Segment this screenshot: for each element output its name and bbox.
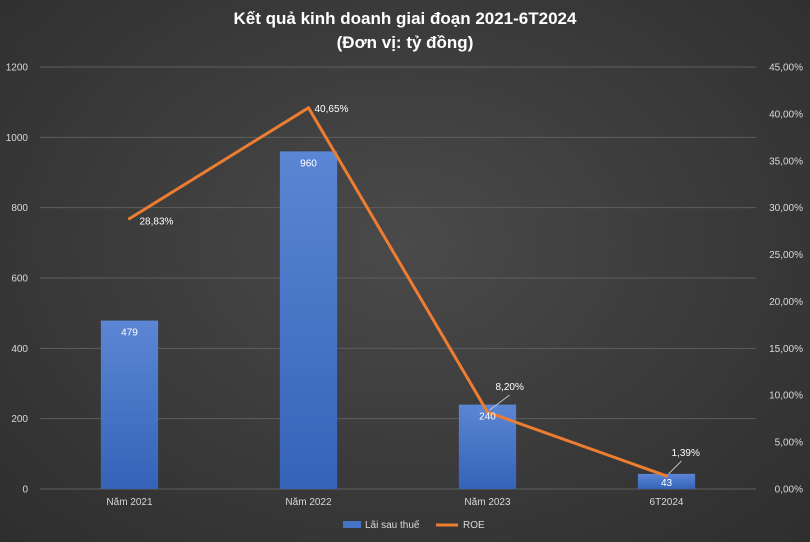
line-series	[128, 106, 668, 478]
legend-label-bar: Lãi sau thuế	[365, 519, 420, 531]
y-right-tick-label: 5,00%	[775, 438, 803, 449]
roe-line	[128, 106, 668, 478]
gridlines	[40, 66, 756, 490]
y-right-tick-label: 10,00%	[769, 391, 803, 402]
x-tick-label: Năm 2021	[106, 497, 153, 508]
data-labels: 479 960 240 43 28,83% 40,65% 8,20% 1,39%	[121, 104, 700, 489]
legend: Lãi sau thuế ROE	[343, 519, 485, 531]
y-axis-left: 0 200 400 600 800 1000 1200	[6, 63, 29, 496]
roe-value-label: 40,65%	[315, 104, 349, 115]
x-tick-label: Năm 2022	[285, 497, 332, 508]
y-left-tick-label: 1000	[6, 133, 29, 144]
roe-point	[307, 106, 310, 110]
y-right-tick-label: 25,00%	[769, 250, 803, 261]
bar-value-label: 43	[661, 478, 673, 489]
chart-title: Kết quả kinh doanh giai đoạn 2021-6T2024	[234, 9, 577, 28]
y-right-tick-label: 35,00%	[769, 156, 803, 167]
bar	[637, 473, 696, 489]
label-leader-line	[489, 394, 510, 411]
y-right-tick-label: 40,00%	[769, 109, 803, 120]
roe-value-label: 8,20%	[496, 382, 524, 393]
y-left-tick-label: 1200	[6, 63, 29, 74]
x-tick-label: Năm 2023	[464, 497, 511, 508]
y-left-tick-label: 200	[11, 414, 28, 425]
y-right-tick-label: 30,00%	[769, 203, 803, 214]
roe-value-label: 1,39%	[672, 448, 700, 459]
roe-point	[665, 474, 668, 478]
bar-series	[100, 151, 696, 489]
x-axis: Năm 2021 Năm 2022 Năm 2023 6T2024	[106, 497, 683, 508]
bar	[100, 320, 159, 489]
chart-subtitle: (Đơn vị: tỷ đồng)	[337, 33, 474, 52]
x-tick-label: 6T2024	[650, 497, 684, 508]
y-right-tick-label: 15,00%	[769, 344, 803, 355]
bar	[279, 151, 338, 489]
y-left-tick-label: 800	[11, 203, 28, 214]
roe-point	[486, 410, 489, 414]
roe-point	[128, 217, 131, 221]
roe-value-label: 28,83%	[140, 217, 174, 228]
y-right-tick-label: 45,00%	[769, 63, 803, 74]
y-right-tick-label: 20,00%	[769, 297, 803, 308]
y-left-tick-label: 0	[22, 485, 28, 496]
bar-value-label: 960	[300, 158, 317, 169]
bar-value-label: 479	[121, 328, 138, 339]
bar-value-label: 240	[479, 412, 496, 423]
legend-swatch-bar	[343, 521, 361, 528]
y-left-tick-label: 400	[11, 344, 28, 355]
label-leader-line	[668, 460, 682, 475]
legend-label-line: ROE	[463, 520, 485, 531]
y-axis-right: 0,00% 5,00% 10,00% 15,00% 20,00% 25,00% 30,00%…	[769, 63, 803, 496]
y-left-tick-label: 600	[11, 274, 28, 285]
y-right-tick-label: 0,00%	[775, 485, 803, 496]
